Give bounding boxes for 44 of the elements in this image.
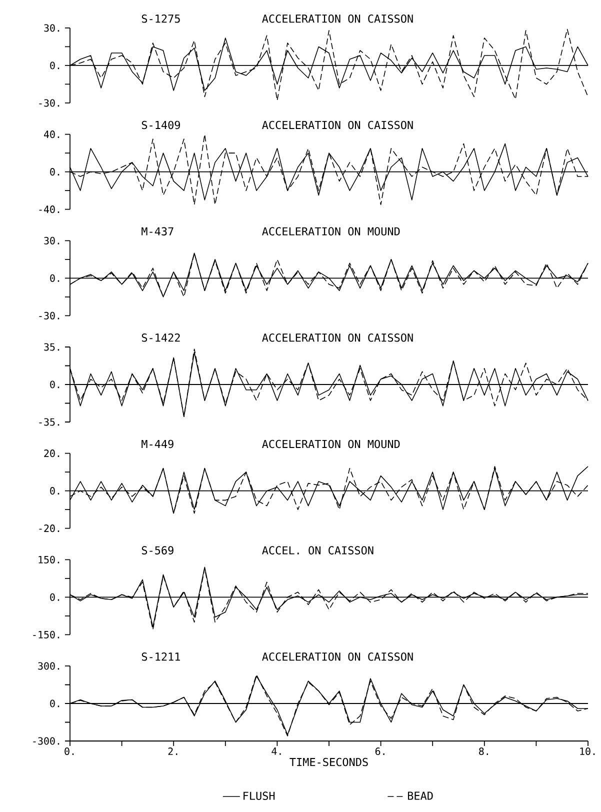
chart-subtitle: ACCELERATION ON CAISSON (262, 652, 413, 661)
chart-subtitle: ACCELERATION ON MOUND (262, 440, 400, 448)
chart-title: S-569 (142, 546, 174, 554)
chart-title: S-1409 (142, 120, 180, 130)
y-tick-label: -40. (39, 206, 60, 214)
y-tick-label: 30. (44, 236, 60, 244)
x-tick-label: 8. (479, 748, 488, 756)
y-tick-label: -30. (39, 99, 60, 107)
chart-subtitle: ACCELERATION ON CAISSON (262, 334, 413, 342)
y-tick-label: 0. (50, 593, 60, 601)
chart-title: S-1422 (142, 334, 180, 342)
x-tick-label: 4. (272, 748, 281, 755)
chart-subtitle: ACCEL. ON CAISSON (262, 546, 374, 554)
y-tick-label: 0. (50, 700, 60, 708)
x-tick-label: 2. (168, 748, 178, 755)
x-tick-label: 10. (580, 748, 595, 756)
y-tick-label: 35. (44, 343, 60, 351)
x-tick-label: 6. (375, 748, 384, 756)
y-tick-label: -300. (33, 737, 60, 745)
x-tick-label: 0. (64, 748, 74, 756)
legend-label: FLUSH (244, 792, 275, 800)
y-tick-label: 0. (50, 380, 60, 388)
y-tick-label: 0. (50, 168, 60, 176)
y-tick-label: -35. (39, 418, 60, 426)
y-tick-label: 0. (50, 274, 60, 282)
y-tick-label: -30. (39, 312, 60, 320)
y-tick-label: 0. (50, 487, 60, 495)
legend-label: BEAD (408, 792, 433, 800)
chart-title: S-1275 (142, 14, 180, 23)
chart-title: M-437 (142, 227, 174, 236)
chart-subtitle: ACCELERATION ON CAISSON (262, 14, 413, 23)
y-tick-label: 40. (44, 130, 60, 138)
y-tick-label: 300. (38, 662, 60, 670)
y-tick-label: 30. (44, 24, 60, 32)
y-tick-label: 20. (44, 450, 60, 458)
x-axis-title: TIME-SECONDS (290, 758, 368, 766)
chart-subtitle: ACCELERATION ON CAISSON (262, 120, 413, 130)
chart-title: S-1211 (142, 652, 180, 661)
y-tick-label: 150. (38, 556, 60, 564)
y-tick-label: -20. (39, 524, 60, 532)
y-tick-label: 0. (50, 62, 60, 70)
chart-title: M-449 (142, 440, 174, 448)
y-tick-label: -150. (33, 630, 60, 638)
chart-subtitle: ACCELERATION ON MOUND (262, 227, 400, 236)
